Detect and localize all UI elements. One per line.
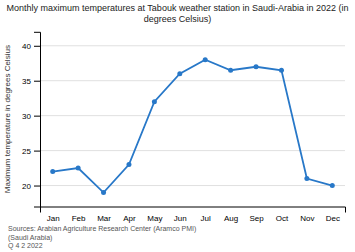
point [228, 68, 233, 73]
grid-line [40, 115, 345, 116]
x-tick: Sep [249, 214, 264, 223]
y-tick-mark [34, 151, 40, 152]
x-tick: Dec [326, 214, 340, 223]
x-tick-label: Nov [300, 214, 314, 223]
grid-line [40, 185, 345, 186]
point [304, 176, 309, 181]
y-tick: 40 [22, 42, 40, 51]
x-tick-label: Feb [72, 214, 86, 223]
x-tick-label: Oct [276, 214, 289, 223]
title: Monthly maximum temperatures at Tabouk w… [6, 3, 348, 24]
x-tick-label: Jul [201, 214, 211, 223]
point [330, 183, 335, 188]
x-tick-label: Sep [249, 214, 264, 223]
x-tick: Jul [201, 214, 211, 223]
chart: Monthly maximum temperatures at Tabouk w… [0, 0, 355, 252]
x-tick-label: May [147, 214, 162, 223]
text-line: degrees Celsius) [144, 14, 212, 24]
y-tick-mark [34, 46, 40, 47]
y-tick-mark [34, 186, 40, 187]
x-tick: Jan [47, 214, 60, 223]
x-tick: Feb [72, 214, 86, 223]
y-tick: 35 [22, 77, 40, 86]
y-tick-mark [34, 81, 40, 82]
y-tick-mark [34, 116, 40, 117]
point [126, 162, 131, 167]
x-tick: Nov [300, 214, 314, 223]
x-tick-label: Mar [97, 214, 111, 223]
plot-area: 20 25 30 35 40 Jan Feb Mar Apr May Jun Jul Aug Sep Oct… [22, 32, 345, 223]
y-tick-label: 30 [22, 112, 31, 121]
point [279, 68, 284, 73]
y-tick-label: 40 [22, 42, 31, 51]
x-tick: Aug [224, 214, 238, 223]
text-line: Monthly maximum temperatures at Tabouk w… [6, 3, 348, 13]
point [152, 99, 157, 104]
marks [50, 57, 335, 195]
x-tick: Apr [123, 214, 136, 223]
y-tick-label: 35 [22, 77, 31, 86]
x-tick-label: Dec [326, 214, 340, 223]
y-tick: 25 [22, 147, 40, 156]
x-tick-label: Apr [123, 214, 136, 223]
text-line: Q 4 2 2022 [8, 242, 43, 250]
point [50, 169, 55, 174]
point [177, 71, 182, 76]
point [101, 190, 106, 195]
point [203, 57, 208, 62]
y-axis-label: Maximum temperature in degrees Celsius [3, 45, 12, 193]
y-tick-label: 20 [22, 182, 31, 191]
grid-line [40, 150, 345, 151]
y-tick: 20 [22, 182, 40, 191]
text-line: (Saudi Arabia) [8, 234, 52, 242]
x-tick: Jun [174, 214, 187, 223]
x-tick-label: Jun [174, 214, 187, 223]
text-line: Sources: Arabian Agriculture Research Ce… [8, 225, 196, 233]
grid-line [40, 80, 345, 81]
point [254, 64, 259, 69]
point [76, 166, 81, 171]
grid-line [40, 45, 345, 46]
x-tick-label: Aug [224, 214, 238, 223]
line [53, 60, 333, 193]
annotation: Sources: Arabian Agriculture Research Ce… [8, 225, 196, 250]
y-tick: 30 [22, 112, 40, 121]
x-tick: Mar [97, 214, 111, 223]
y-axis-line [34, 32, 41, 207]
y-axis: 20 25 30 35 40 [22, 32, 40, 207]
x-axis-line [41, 207, 346, 213]
y-tick-label: 25 [22, 147, 31, 156]
x-tick: Oct [276, 214, 289, 223]
x-tick-label: Jan [47, 214, 60, 223]
x-axis: Jan Feb Mar Apr May Jun Jul Aug Sep Oct Nov Dec [41, 207, 346, 223]
x-tick: May [147, 214, 162, 223]
